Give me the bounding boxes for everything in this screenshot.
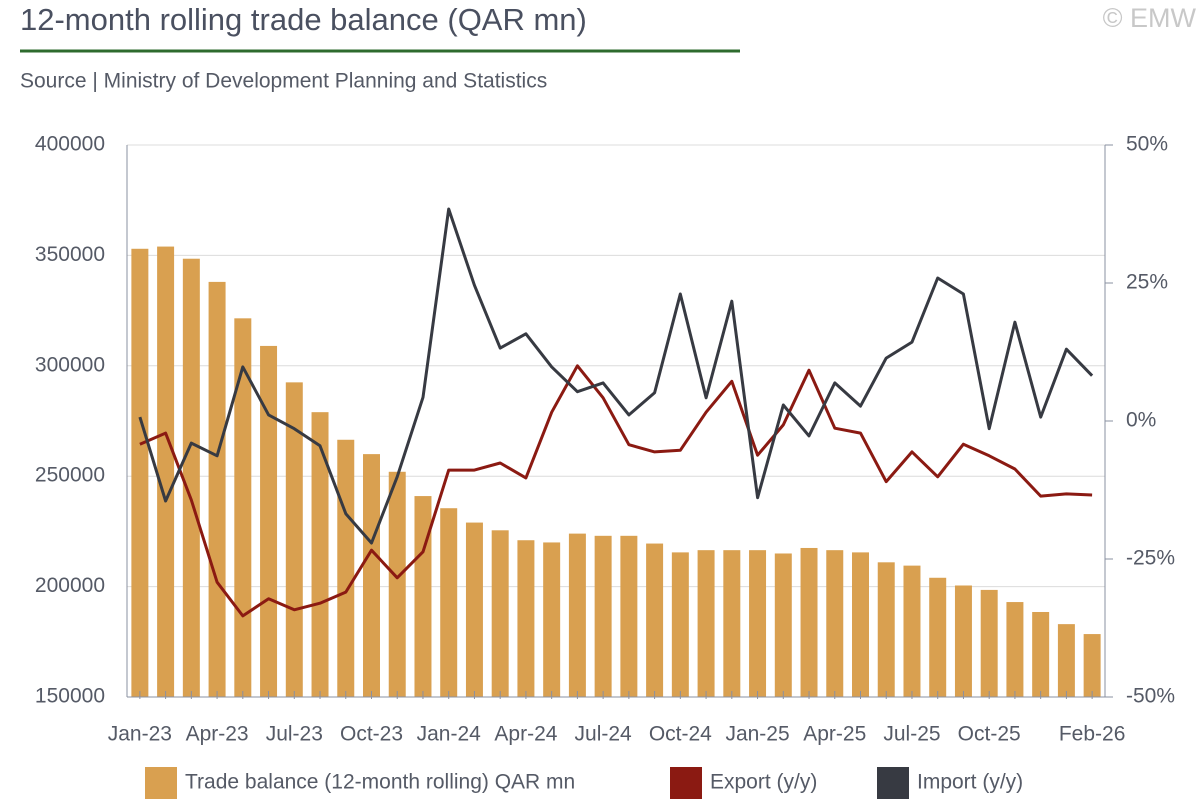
x-tick-label: Jul-24 <box>575 723 633 746</box>
bar <box>749 550 767 697</box>
bar <box>517 540 535 697</box>
x-tick-label: Apr-23 <box>186 723 249 746</box>
bar <box>671 552 689 697</box>
bar <box>852 552 869 697</box>
line <box>139 364 1093 618</box>
y-tick-label: 150000 <box>35 685 105 708</box>
y2-tick-label: -25% <box>1126 547 1175 570</box>
bar <box>337 439 355 697</box>
legend-label: Trade balance (12-month rolling) QAR mn <box>185 771 575 794</box>
legend-label: Export (y/y) <box>710 771 817 794</box>
bar <box>465 522 483 697</box>
subtitle: Source | Ministry of Development Plannin… <box>20 70 547 93</box>
y-tick-label: 350000 <box>35 243 105 266</box>
y2-tick-label: 50% <box>1126 133 1168 156</box>
bar <box>1057 624 1075 697</box>
x-tick-label: Apr-24 <box>494 723 557 746</box>
bar <box>1006 602 1024 697</box>
legend-swatch <box>877 767 909 799</box>
x-tick-label: Jan-24 <box>417 723 482 746</box>
bar <box>826 550 844 697</box>
x-tick-label: Apr-25 <box>803 723 866 746</box>
bar <box>260 345 278 697</box>
x-tick-label: Feb-26 <box>1059 723 1126 746</box>
bar <box>208 281 226 697</box>
bar <box>800 547 818 697</box>
bar <box>363 454 380 697</box>
y-tick-label: 200000 <box>35 574 105 597</box>
bar <box>157 246 175 697</box>
x-tick-label: Oct-25 <box>958 723 1021 746</box>
line <box>138 207 1094 545</box>
legend-swatch <box>145 767 177 799</box>
bar <box>594 535 612 697</box>
bar <box>929 577 947 697</box>
bar <box>491 530 509 697</box>
bar <box>285 382 303 697</box>
y-tick-label: 400000 <box>35 133 105 156</box>
y2-tick-label: 0% <box>1126 409 1156 432</box>
bar <box>234 318 252 697</box>
y2-tick-label: 25% <box>1126 271 1168 294</box>
bar <box>877 562 895 697</box>
chart-title: 12-month rolling trade balance (QAR mn) <box>20 2 587 37</box>
bar <box>568 533 586 697</box>
x-tick-label: Jan-25 <box>725 723 789 746</box>
x-tick-label: Oct-23 <box>340 723 403 746</box>
x-tick-label: Jul-25 <box>883 723 940 746</box>
bar <box>774 553 792 697</box>
y-tick-label: 250000 <box>35 464 105 487</box>
legend-swatch <box>670 767 702 799</box>
bar <box>440 508 458 697</box>
copyright: © EMW <box>1103 3 1197 33</box>
legend-label: Import (y/y) <box>917 771 1023 794</box>
bar <box>131 248 149 697</box>
bar <box>723 550 741 697</box>
bar <box>414 496 432 697</box>
bar <box>388 471 406 697</box>
bar <box>620 535 638 697</box>
x-tick-label: Jan-23 <box>108 723 172 746</box>
bar <box>903 565 921 697</box>
bar <box>980 589 998 697</box>
bar <box>697 550 715 697</box>
bar <box>311 412 329 697</box>
bar <box>543 542 561 697</box>
y2-tick-label: -50% <box>1126 685 1175 708</box>
bar <box>646 543 664 697</box>
bar <box>1032 611 1050 697</box>
x-tick-label: Jul-23 <box>266 723 323 746</box>
bar <box>1083 634 1101 697</box>
y-tick-label: 300000 <box>35 353 105 376</box>
x-tick-label: Oct-24 <box>649 723 712 746</box>
bar <box>182 258 200 697</box>
bar <box>954 585 972 697</box>
